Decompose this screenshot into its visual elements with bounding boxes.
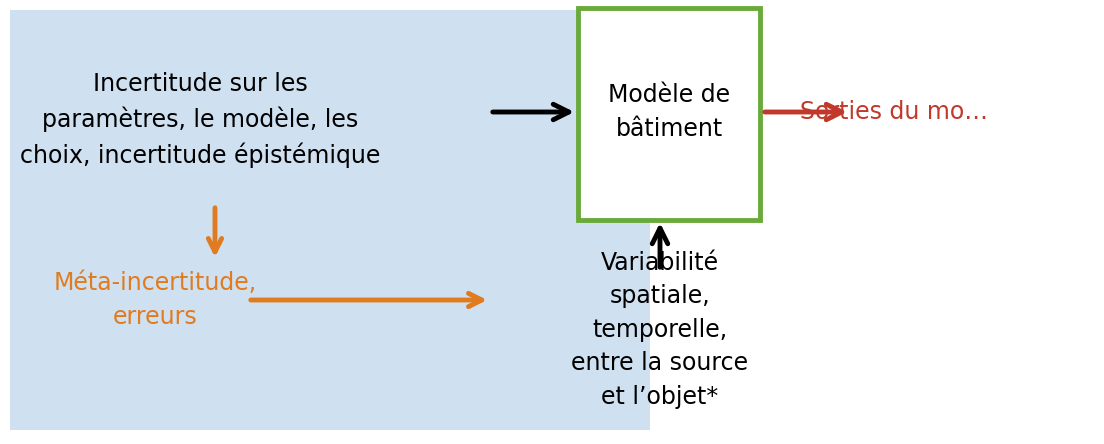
Text: Méta-incertitude,
erreurs: Méta-incertitude, erreurs [53,271,256,329]
Bar [10,10,650,430]
Bar [578,8,760,220]
Text: Sorties du mo…: Sorties du mo… [800,100,988,124]
Text: Incertitude sur les
paramètres, le modèle, les
choix, incertitude épistémique: Incertitude sur les paramètres, le modèl… [20,72,380,168]
Text: Variabilité
spatiale,
temporelle,
entre la source
et l’objet*: Variabilité spatiale, temporelle, entre … [572,251,749,409]
Text: Modèle de
bâtiment: Modèle de bâtiment [608,83,730,141]
